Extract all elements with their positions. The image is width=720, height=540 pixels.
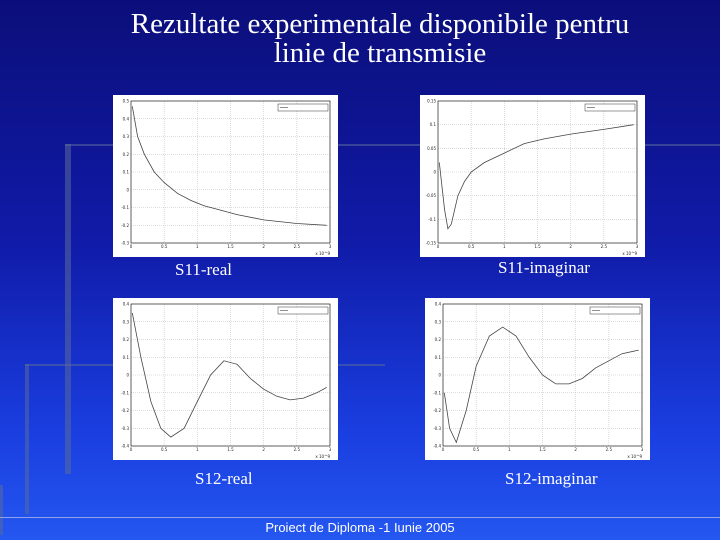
y-tick-label: 0.1 bbox=[435, 355, 442, 360]
x-tick-label: 0 bbox=[437, 244, 440, 249]
x-tick-label: 0 bbox=[130, 447, 133, 452]
chart-s12-real: 0 0.5 1 1.5 2 2.5 3 0.4 0.3 0.2 0.1 0 -0.1 -0.2 -0.3 -0… bbox=[113, 298, 338, 460]
chart-s11-imag-svg: 0 0.5 1 1.5 2 2.5 3 0.15 0.1 0.05 0 -0.05 -0.1 -0.15 x… bbox=[426, 99, 639, 257]
y-tick-label: 0.3 bbox=[123, 319, 130, 324]
y-tick-label: -0.3 bbox=[121, 426, 129, 431]
x-exponent-label: x 10^9 bbox=[315, 454, 330, 459]
footer-divider bbox=[0, 517, 720, 518]
title-line-1: Rezultate experimentale disponibile pent… bbox=[130, 8, 630, 40]
caption-s11-real: S11-real bbox=[175, 260, 232, 279]
y-tick-label: -0.3 bbox=[433, 426, 441, 431]
x-tick-label: 2.5 bbox=[601, 244, 608, 249]
caption-s11-imag: S11-imaginar bbox=[498, 258, 590, 277]
y-tick-label: -0.15 bbox=[426, 241, 437, 246]
chart-s11-real: 0 0.5 1 1.5 2 2.5 3 0.5 0.4 0.3 0.2 0.1 0 -0.1 -0.2 -0.… bbox=[113, 95, 338, 257]
decorative-bar bbox=[65, 144, 720, 146]
chart-s11-imag: 0 0.5 1 1.5 2 2.5 3 0.15 0.1 0.05 0 -0.05 -0.1 -0.15 x… bbox=[420, 95, 645, 257]
x-tick-label: 1 bbox=[196, 447, 199, 452]
caption-s12-imag: S12-imaginar bbox=[505, 469, 598, 488]
y-tick-label: -0.4 bbox=[433, 444, 441, 449]
x-exponent-label: x 10^9 bbox=[627, 454, 642, 459]
x-tick-label: 2 bbox=[574, 447, 577, 452]
y-tick-label: 0.2 bbox=[123, 152, 130, 157]
x-tick-label: 0.5 bbox=[161, 447, 168, 452]
x-tick-label: 3 bbox=[641, 447, 644, 452]
x-tick-label: 0.5 bbox=[161, 244, 168, 249]
x-tick-label: 1.5 bbox=[227, 244, 234, 249]
chart-s11-real-svg: 0 0.5 1 1.5 2 2.5 3 0.5 0.4 0.3 0.2 0.1 0 -0.1 -0.2 -0.… bbox=[121, 99, 332, 257]
x-tick-label: 2 bbox=[262, 447, 265, 452]
x-tick-label: 1.5 bbox=[534, 244, 541, 249]
series-line bbox=[443, 326, 639, 444]
x-tick-label: 1 bbox=[503, 244, 506, 249]
caption-s12-real: S12-real bbox=[195, 469, 253, 488]
y-tick-label: 0.1 bbox=[123, 170, 130, 175]
y-tick-label: 0.2 bbox=[435, 337, 442, 342]
x-tick-label: 2 bbox=[262, 244, 265, 249]
chart-s12-imag-svg: 0 0.5 1 1.5 2 2.5 3 0.4 0.3 0.2 0.1 0 -0.1 -0.2 -0.3 -0… bbox=[433, 302, 644, 460]
plot-frame bbox=[437, 100, 638, 244]
x-tick-label: 2.5 bbox=[606, 447, 613, 452]
y-tick-label: -0.4 bbox=[121, 444, 129, 449]
x-tick-label: 0.5 bbox=[468, 244, 475, 249]
x-tick-label: 1 bbox=[508, 447, 511, 452]
plot-frame bbox=[130, 100, 331, 244]
legend-box bbox=[584, 103, 636, 112]
plot-frame bbox=[442, 303, 643, 447]
y-tick-label: 0 bbox=[126, 373, 129, 378]
series-line bbox=[438, 124, 634, 230]
y-tick-label: -0.1 bbox=[121, 205, 129, 210]
footer-text: Proiect de Diploma -1 Iunie 2005 bbox=[265, 520, 455, 535]
y-tick-label: 0.3 bbox=[123, 134, 130, 139]
decorative-bar bbox=[65, 144, 71, 474]
x-exponent-label: x 10^9 bbox=[315, 251, 330, 256]
decorative-bar bbox=[25, 364, 29, 514]
legend-box bbox=[277, 103, 329, 112]
y-tick-label: -0.3 bbox=[121, 241, 129, 246]
legend-box bbox=[277, 306, 329, 315]
y-tick-label: 0.15 bbox=[427, 99, 436, 104]
page-title: Rezultate experimentale disponibile pent… bbox=[80, 10, 680, 68]
x-tick-label: 3 bbox=[329, 447, 332, 452]
y-tick-label: -0.2 bbox=[121, 223, 129, 228]
x-tick-label: 2.5 bbox=[294, 244, 301, 249]
y-tick-label: 0.4 bbox=[123, 302, 130, 307]
x-tick-label: 0 bbox=[442, 447, 445, 452]
x-tick-label: 1.5 bbox=[227, 447, 234, 452]
decorative-bar bbox=[0, 485, 3, 535]
x-tick-label: 3 bbox=[636, 244, 639, 249]
x-tick-label: 1.5 bbox=[539, 447, 546, 452]
y-tick-label: 0 bbox=[126, 187, 129, 192]
x-tick-label: 2.5 bbox=[294, 447, 301, 452]
chart-s12-imag: 0 0.5 1 1.5 2 2.5 3 0.4 0.3 0.2 0.1 0 -0.1 -0.2 -0.3 -0… bbox=[425, 298, 650, 460]
y-tick-label: -0.2 bbox=[121, 408, 129, 413]
y-tick-label: 0.3 bbox=[435, 319, 442, 324]
y-tick-label: 0.2 bbox=[123, 337, 130, 342]
y-tick-label: 0 bbox=[438, 373, 441, 378]
plot-frame bbox=[130, 303, 331, 447]
series-line bbox=[131, 106, 327, 226]
y-tick-label: 0.4 bbox=[123, 116, 130, 121]
y-tick-label: -0.1 bbox=[433, 390, 441, 395]
x-tick-label: 3 bbox=[329, 244, 332, 249]
x-tick-label: 2 bbox=[569, 244, 572, 249]
x-tick-label: 1 bbox=[196, 244, 199, 249]
title-line-2: linie de transmisie bbox=[273, 37, 487, 69]
y-tick-label: 0 bbox=[433, 170, 436, 175]
x-tick-label: 0.5 bbox=[473, 447, 480, 452]
y-tick-label: -0.1 bbox=[121, 390, 129, 395]
y-tick-label: 0.1 bbox=[430, 122, 437, 127]
y-tick-label: 0.5 bbox=[123, 99, 130, 104]
y-tick-label: -0.05 bbox=[426, 193, 437, 198]
y-tick-label: 0.1 bbox=[123, 355, 130, 360]
y-tick-label: -0.1 bbox=[428, 217, 436, 222]
y-tick-label: 0.4 bbox=[435, 302, 442, 307]
y-tick-label: 0.05 bbox=[427, 146, 436, 151]
x-exponent-label: x 10^9 bbox=[622, 251, 637, 256]
y-tick-label: -0.2 bbox=[433, 408, 441, 413]
legend-box bbox=[589, 306, 641, 315]
chart-s12-real-svg: 0 0.5 1 1.5 2 2.5 3 0.4 0.3 0.2 0.1 0 -0.1 -0.2 -0.3 -0… bbox=[121, 302, 332, 460]
x-tick-label: 0 bbox=[130, 244, 133, 249]
series-line bbox=[131, 312, 327, 438]
